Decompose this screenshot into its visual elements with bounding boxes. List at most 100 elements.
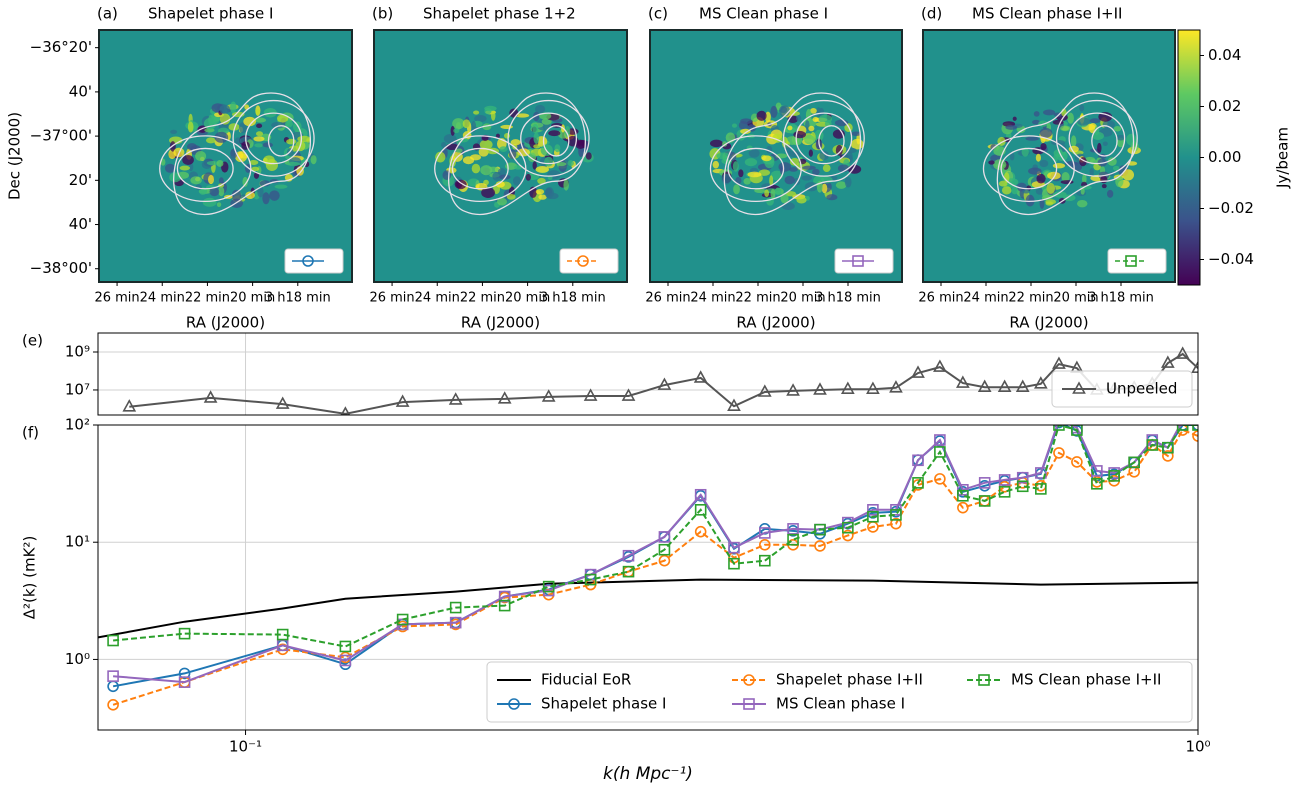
image-feature: [506, 193, 516, 200]
image-feature: [259, 180, 271, 187]
image-feature: [761, 155, 772, 162]
image-feature: [1011, 186, 1019, 195]
image-feature: [1016, 182, 1027, 192]
image-feature: [793, 130, 807, 139]
image-feature: [747, 171, 762, 178]
contour: [709, 135, 802, 203]
image-feature: [251, 166, 260, 172]
data-point: [498, 599, 511, 612]
image-feature: [789, 157, 800, 166]
x-tick-label: 24 min: [140, 291, 185, 306]
contour: [267, 125, 295, 157]
image-feature: [208, 174, 215, 185]
image-feature: [219, 104, 231, 115]
image-feature: [538, 194, 547, 200]
image-feature: [1045, 201, 1054, 206]
image-feature: [1089, 167, 1094, 177]
data-point: [693, 370, 708, 383]
image-feature: [1084, 156, 1096, 163]
panel-label: (e): [22, 332, 43, 350]
image-feature: [1097, 142, 1102, 154]
data-point: [1146, 439, 1159, 451]
panel-title: Shapelet phase I: [148, 5, 273, 23]
image-feature: [474, 115, 487, 123]
y-tick-label: −37°00': [30, 127, 92, 145]
image-feature: [738, 169, 744, 178]
data-point: [1160, 355, 1175, 368]
image-feature: [774, 187, 782, 196]
data-point: [449, 601, 462, 614]
data-point: [583, 388, 598, 401]
panel-title: Shapelet phase 1+2: [423, 5, 576, 23]
contour: [782, 99, 865, 177]
image-feature: [754, 188, 766, 194]
image-feature: [567, 160, 574, 167]
image-feature: [1021, 147, 1029, 157]
data-point: [787, 533, 799, 546]
image-feature: [1113, 126, 1122, 132]
image-feature: [1052, 163, 1066, 169]
image-feature: [218, 177, 224, 185]
image-feature: [548, 130, 561, 137]
image-feature: [462, 119, 471, 129]
image-feature: [712, 160, 720, 169]
data-point: [541, 389, 556, 402]
image-feature: [1012, 116, 1017, 121]
contour: [159, 135, 252, 203]
image-feature: [781, 202, 795, 211]
data-point: [448, 392, 463, 405]
image-feature: [1102, 120, 1115, 129]
image-feature: [481, 187, 496, 198]
image-feature: [1022, 189, 1030, 194]
x-tick-label: 22 min: [1008, 291, 1053, 306]
y-tick-label: 10⁰: [65, 650, 90, 668]
image-feature: [856, 133, 861, 145]
image-feature: [1061, 172, 1070, 182]
x-tick-label: 10⁻¹: [229, 738, 262, 756]
image-feature: [788, 167, 798, 172]
image-feature: [471, 163, 481, 174]
image-feature: [535, 188, 545, 195]
image-feature: [1106, 189, 1114, 198]
data-point: [622, 549, 635, 562]
image-feature: [765, 111, 771, 123]
data-point: [657, 377, 672, 390]
image-feature: [484, 107, 492, 115]
image-feature: [988, 160, 995, 165]
x-tick-label: 22 min: [460, 291, 505, 306]
image-feature: [1112, 165, 1120, 171]
image: [650, 30, 902, 282]
contour: [1091, 125, 1118, 157]
image-feature: [735, 177, 742, 185]
image-feature: [749, 167, 759, 173]
image-feature: [441, 141, 447, 148]
data-point: [694, 504, 707, 516]
image-feature: [731, 123, 738, 128]
data-point: [813, 382, 827, 395]
image-feature: [844, 176, 852, 188]
data-point: [957, 489, 969, 502]
image-feature: [791, 111, 800, 116]
image-feature: [756, 110, 767, 121]
image-feature: [274, 184, 288, 189]
data-point: [957, 501, 969, 514]
image-feature: [1046, 182, 1056, 194]
image-feature: [732, 161, 739, 172]
legend-marker: [508, 698, 520, 710]
image-feature: [479, 139, 493, 150]
data-point: [1016, 471, 1029, 484]
image-feature: [1033, 111, 1040, 117]
x-tick-label: 3 h18 min: [1088, 291, 1154, 306]
image-feature: [469, 154, 482, 161]
image-feature: [478, 147, 489, 157]
image-feature: [1070, 135, 1077, 148]
legend-box: [1051, 370, 1193, 408]
legend-label: MS Clean phase I+II: [1011, 671, 1161, 689]
contour: [982, 135, 1075, 203]
contour: [451, 147, 509, 190]
image-feature: [179, 165, 191, 171]
image-feature: [808, 125, 815, 132]
y-axis-label: Δ²(k) (mK²): [21, 536, 39, 620]
contour: [520, 112, 578, 165]
data-point: [122, 399, 137, 412]
